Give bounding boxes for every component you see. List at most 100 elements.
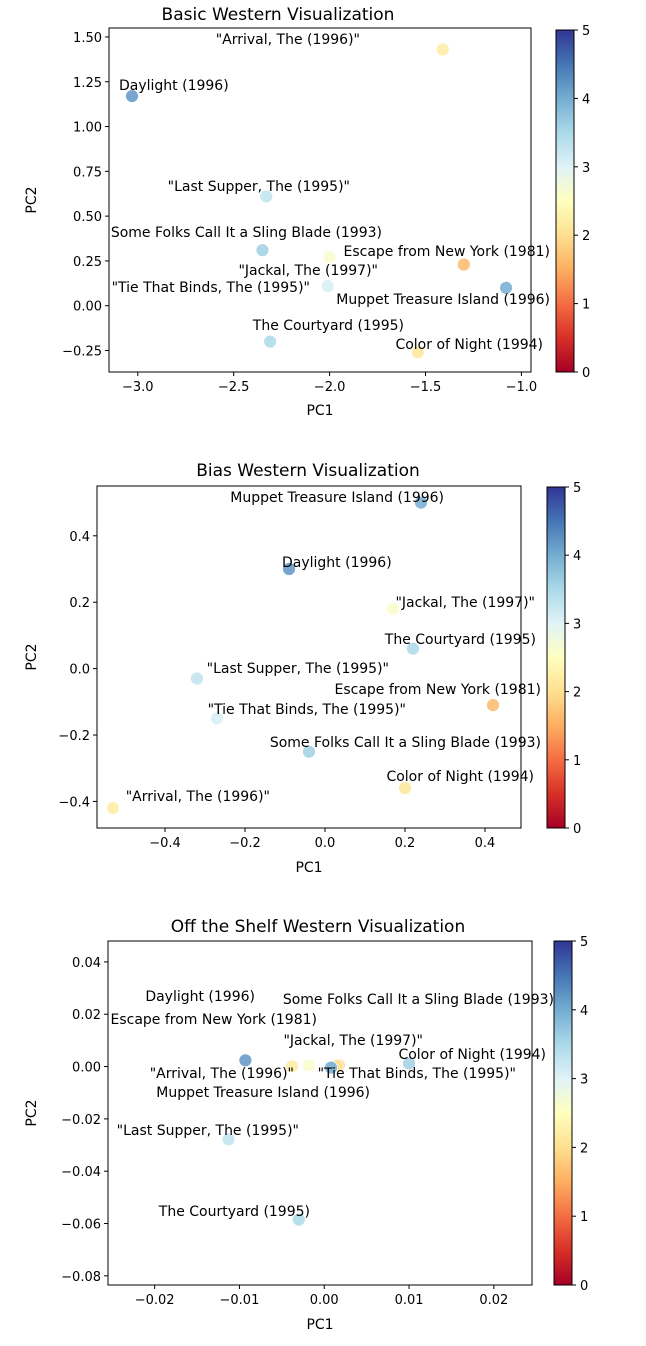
point-label: Color of Night (1994) [398,1047,546,1063]
y-tick-label: −0.02 [61,1113,101,1128]
scatter-point [238,1053,253,1068]
scatter-point [255,243,270,258]
colorbar-gradient [555,29,575,373]
point-label: "Arrival, The (1996)" [216,32,360,48]
colorbar-tick-label: 2 [573,686,581,701]
point-label: "Tie That Binds, The (1995)" [318,1066,516,1082]
colorbar: 0 1 2 3 4 5 [555,24,590,381]
x-tick-label: 0.0 [315,836,336,851]
scatter-point [282,562,296,576]
scatter-point [106,801,120,815]
x-axis-label: PC1 [306,403,333,419]
point-label: Muppet Treasure Island (1996) [336,292,550,308]
colorbar-tick-label: 0 [582,366,590,381]
point-label: Some Folks Call It a Sling Blade (1993) [111,225,382,241]
scatter-point [435,42,450,57]
scatter-point [324,1060,338,1075]
scatter-point [263,334,278,349]
point-label: Some Folks Call It a Sling Blade (1993) [270,735,541,751]
colorbar-gradient [546,486,566,829]
x-tick-label: −0.01 [220,1293,260,1308]
colorbar: 0 1 2 3 4 5 [553,935,588,1294]
scatter-point [320,279,335,293]
y-tick-label: 0.0 [69,663,90,678]
scatter-point [259,189,274,204]
scatter-point [414,495,428,510]
y-tick-label: 0.00 [72,1061,101,1076]
colorbar-tick-label: 4 [573,549,581,564]
colorbar-tick-label: 3 [573,617,581,632]
colorbar-tick-label: 1 [580,1210,588,1225]
chart-title: Basic Western Visualization [162,5,395,25]
x-tick-label: −1.0 [506,380,538,395]
y-tick-label: 0.04 [72,956,101,971]
chart-title: Off the Shelf Western Visualization [171,917,465,937]
scatter-point [302,1058,316,1073]
point-label: "Arrival, The (1996)" [150,1066,294,1082]
y-tick-label: 0.4 [69,530,90,545]
colorbar-tick-label: 3 [580,1073,588,1088]
y-tick-label: 0.25 [73,255,102,270]
colorbar-tick-label: 4 [582,92,590,107]
scatter-point [499,280,513,295]
scatter-point [210,711,224,726]
scatter-point [386,601,400,616]
point-label: The Courtyard (1995) [252,318,404,334]
scatter-point [456,257,471,272]
x-axis-label: PC1 [295,860,322,876]
y-axis-label: PC2 [24,186,40,213]
x-tick-label: 0.2 [395,836,416,851]
y-tick-label: −0.4 [58,795,90,810]
point-label: Escape from New York (1981) [343,244,550,260]
y-tick-label: −0.25 [62,345,102,360]
plot-frame [108,27,532,373]
x-tick-label: −0.4 [149,836,181,851]
y-axis-label: PC2 [24,643,40,670]
scatter-panel-1: Basic Western Visualization "Arrival, The… [24,5,590,419]
scatter-point [302,744,316,759]
x-tick-label: −1.5 [410,380,442,395]
y-tick-label: 0.75 [73,165,102,180]
point-label: "Last Supper, The (1995)" [117,1123,299,1139]
colorbar-tick-label: 4 [580,1004,588,1019]
point-label: "Arrival, The (1996)" [126,789,270,805]
scatter-point [406,641,420,656]
y-tick-label: 0.2 [69,596,90,611]
point-label: "Tie That Binds, The (1995)" [208,702,406,718]
colorbar-tick-label: 3 [582,161,590,176]
y-tick-label: 0.00 [73,300,102,315]
scatter-point [291,1212,306,1227]
scatter-point [398,781,412,796]
x-tick-label: −3.0 [122,380,154,395]
point-label: "Jackal, The (1997)" [283,1033,423,1049]
y-tick-label: 0.02 [72,1008,101,1023]
point-label: Daylight (1996) [145,989,255,1005]
scatter-point [125,89,139,103]
colorbar-gradient [553,940,573,1286]
plot-frame [96,485,522,829]
point-label: Muppet Treasure Island (1996) [230,490,444,506]
y-tick-label: 1.50 [73,31,102,46]
point-label: Color of Night (1994) [386,769,534,785]
colorbar: 0 1 2 3 4 5 [546,481,581,837]
point-label: Muppet Treasure Island (1996) [156,1085,370,1101]
y-tick-label: 1.25 [73,76,102,91]
point-label: "Last Supper, The (1995)" [207,661,389,677]
point-label: Some Folks Call It a Sling Blade (1993) [283,992,554,1008]
point-label: "Tie That Binds, The (1995)" [112,280,310,296]
x-tick-label: 0.4 [475,836,496,851]
scatter-panel-3: Off the Shelf Western Visualization Dayli… [24,917,588,1333]
y-tick-label: 0.50 [73,210,102,225]
colorbar-tick-label: 2 [580,1141,588,1156]
scatter-point [322,250,337,265]
y-axis-label: PC2 [24,1099,40,1126]
colorbar-tick-label: 0 [573,822,581,837]
y-tick-label: −0.04 [61,1165,101,1180]
chart-title: Bias Western Visualization [196,461,420,481]
point-label: Color of Night (1994) [395,337,543,353]
colorbar-tick-label: 2 [582,229,590,244]
colorbar-tick-label: 0 [580,1279,588,1294]
x-tick-label: −0.2 [229,836,261,851]
point-label: Escape from New York (1981) [110,1012,317,1028]
